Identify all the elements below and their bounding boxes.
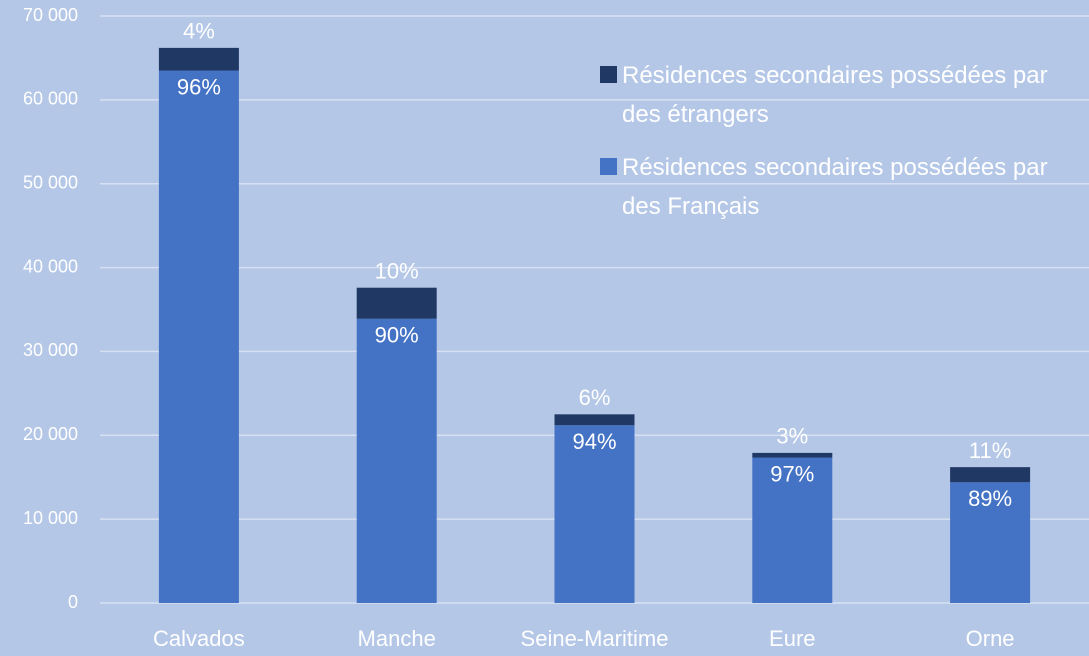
y-tick-label: 60 000 xyxy=(23,89,78,109)
y-tick-label: 10 000 xyxy=(23,508,78,528)
bar-segment xyxy=(356,318,437,603)
data-label: 11% xyxy=(969,438,1011,463)
x-tick-label: Calvados xyxy=(153,626,245,651)
legend-label: Résidences secondaires possédées par des… xyxy=(622,154,1048,220)
legend-swatch xyxy=(600,158,617,175)
bar-segment xyxy=(356,287,437,319)
legend-item: Résidences secondaires possédées par des… xyxy=(600,56,1080,134)
data-label: 90% xyxy=(375,323,419,348)
legend-label: Résidences secondaires possédées par des… xyxy=(622,62,1048,128)
y-tick-label: 50 000 xyxy=(23,172,78,192)
data-label: 3% xyxy=(776,424,808,449)
data-label: 96% xyxy=(177,74,221,99)
bar-segment xyxy=(950,482,1031,603)
x-tick-label: Manche xyxy=(358,626,436,651)
data-label: 97% xyxy=(770,461,814,486)
bar-segment xyxy=(554,414,635,426)
x-tick-label: Orne xyxy=(966,626,1015,651)
data-label: 6% xyxy=(579,385,611,410)
bar-segment xyxy=(752,457,833,603)
legend-item: Résidences secondaires possédées par des… xyxy=(600,148,1080,226)
y-tick-label: 70 000 xyxy=(23,5,78,25)
x-tick-label: Eure xyxy=(769,626,815,651)
data-label: 89% xyxy=(968,486,1012,511)
bar-segment xyxy=(950,467,1031,483)
bar-segment xyxy=(554,425,635,603)
y-tick-label: 20 000 xyxy=(23,424,78,444)
y-tick-label: 0 xyxy=(68,592,78,612)
legend-swatch xyxy=(600,66,617,83)
bar-segment xyxy=(752,452,833,458)
legend: Résidences secondaires possédées par des… xyxy=(600,56,1080,240)
data-label: 94% xyxy=(572,429,616,454)
bar-segment xyxy=(158,47,239,71)
data-label: 4% xyxy=(183,19,215,44)
data-label: 10% xyxy=(375,259,419,284)
y-tick-label: 40 000 xyxy=(23,256,78,276)
bar-segment xyxy=(158,70,239,603)
y-tick-label: 30 000 xyxy=(23,340,78,360)
x-tick-label: Seine-Maritime xyxy=(521,626,669,651)
